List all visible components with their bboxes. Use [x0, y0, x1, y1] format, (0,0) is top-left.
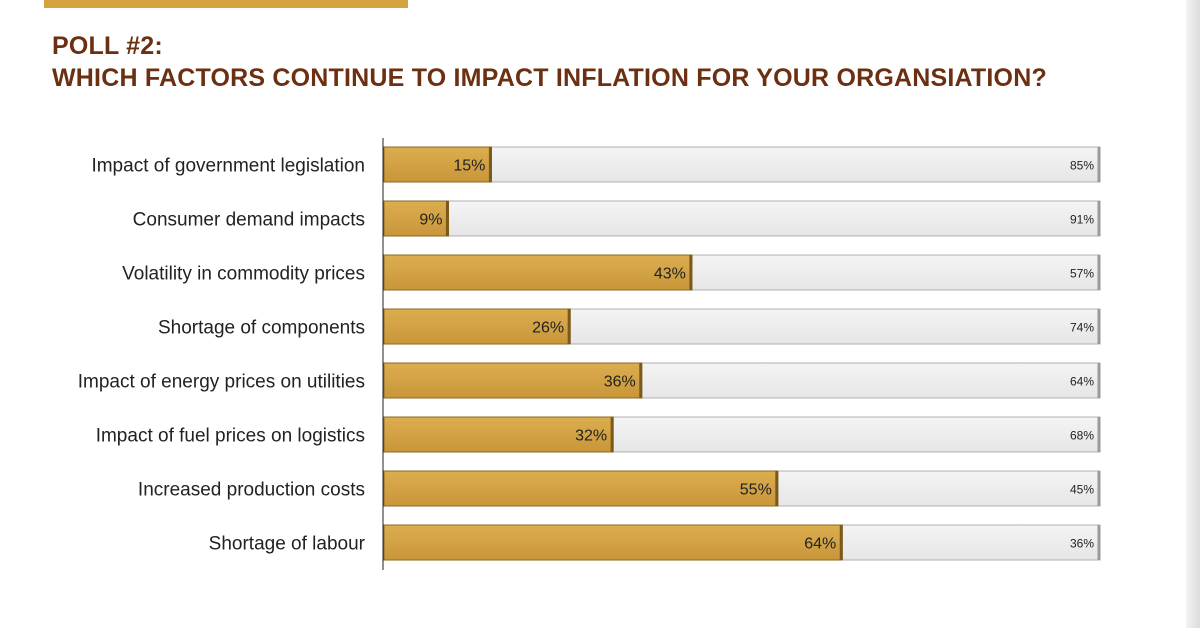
value-label: 43%	[654, 266, 686, 283]
poll-question: WHICH FACTORS CONTINUE TO IMPACT INFLATI…	[52, 64, 1047, 92]
remainder-label: 91%	[1070, 213, 1094, 227]
bars-group: Impact of government legislation 15% 85% Co…	[78, 146, 1101, 561]
remainder-bar	[383, 146, 1101, 183]
value-bar	[383, 470, 779, 507]
right-edge-shadow	[1186, 0, 1200, 628]
value-label: 9%	[419, 212, 442, 229]
poll-number: POLL #2:	[52, 32, 163, 60]
remainder-label: 74%	[1070, 321, 1094, 335]
category-label: Volatility in commodity prices	[122, 264, 365, 285]
value-label: 15%	[453, 158, 485, 175]
top-accent-bar	[44, 0, 408, 8]
remainder-label: 64%	[1070, 375, 1094, 389]
value-label: 26%	[532, 320, 564, 337]
value-label: 32%	[575, 428, 607, 445]
value-label: 64%	[804, 536, 836, 553]
remainder-label: 85%	[1070, 159, 1094, 173]
category-label: Impact of energy prices on utilities	[78, 372, 365, 393]
remainder-label: 57%	[1070, 267, 1094, 281]
remainder-label: 45%	[1070, 483, 1094, 497]
remainder-bar	[383, 200, 1101, 237]
category-label: Increased production costs	[138, 480, 365, 501]
category-label: Impact of fuel prices on logistics	[96, 426, 365, 447]
value-bar	[383, 524, 843, 561]
value-label: 36%	[604, 374, 636, 391]
category-label: Shortage of labour	[209, 534, 366, 555]
value-bar	[383, 416, 614, 453]
page-title: POLL #2: WHICH FACTORS CONTINUE TO IMPAC…	[52, 30, 1047, 94]
value-bar	[383, 362, 643, 399]
remainder-label: 36%	[1070, 537, 1094, 551]
category-label: Impact of government legislation	[91, 156, 365, 177]
category-label: Consumer demand impacts	[133, 210, 365, 231]
category-label: Shortage of components	[158, 318, 365, 339]
value-label: 55%	[740, 482, 772, 499]
value-bar	[383, 308, 571, 345]
value-bar	[383, 254, 693, 291]
value-bar	[383, 146, 492, 183]
remainder-label: 68%	[1070, 429, 1094, 443]
